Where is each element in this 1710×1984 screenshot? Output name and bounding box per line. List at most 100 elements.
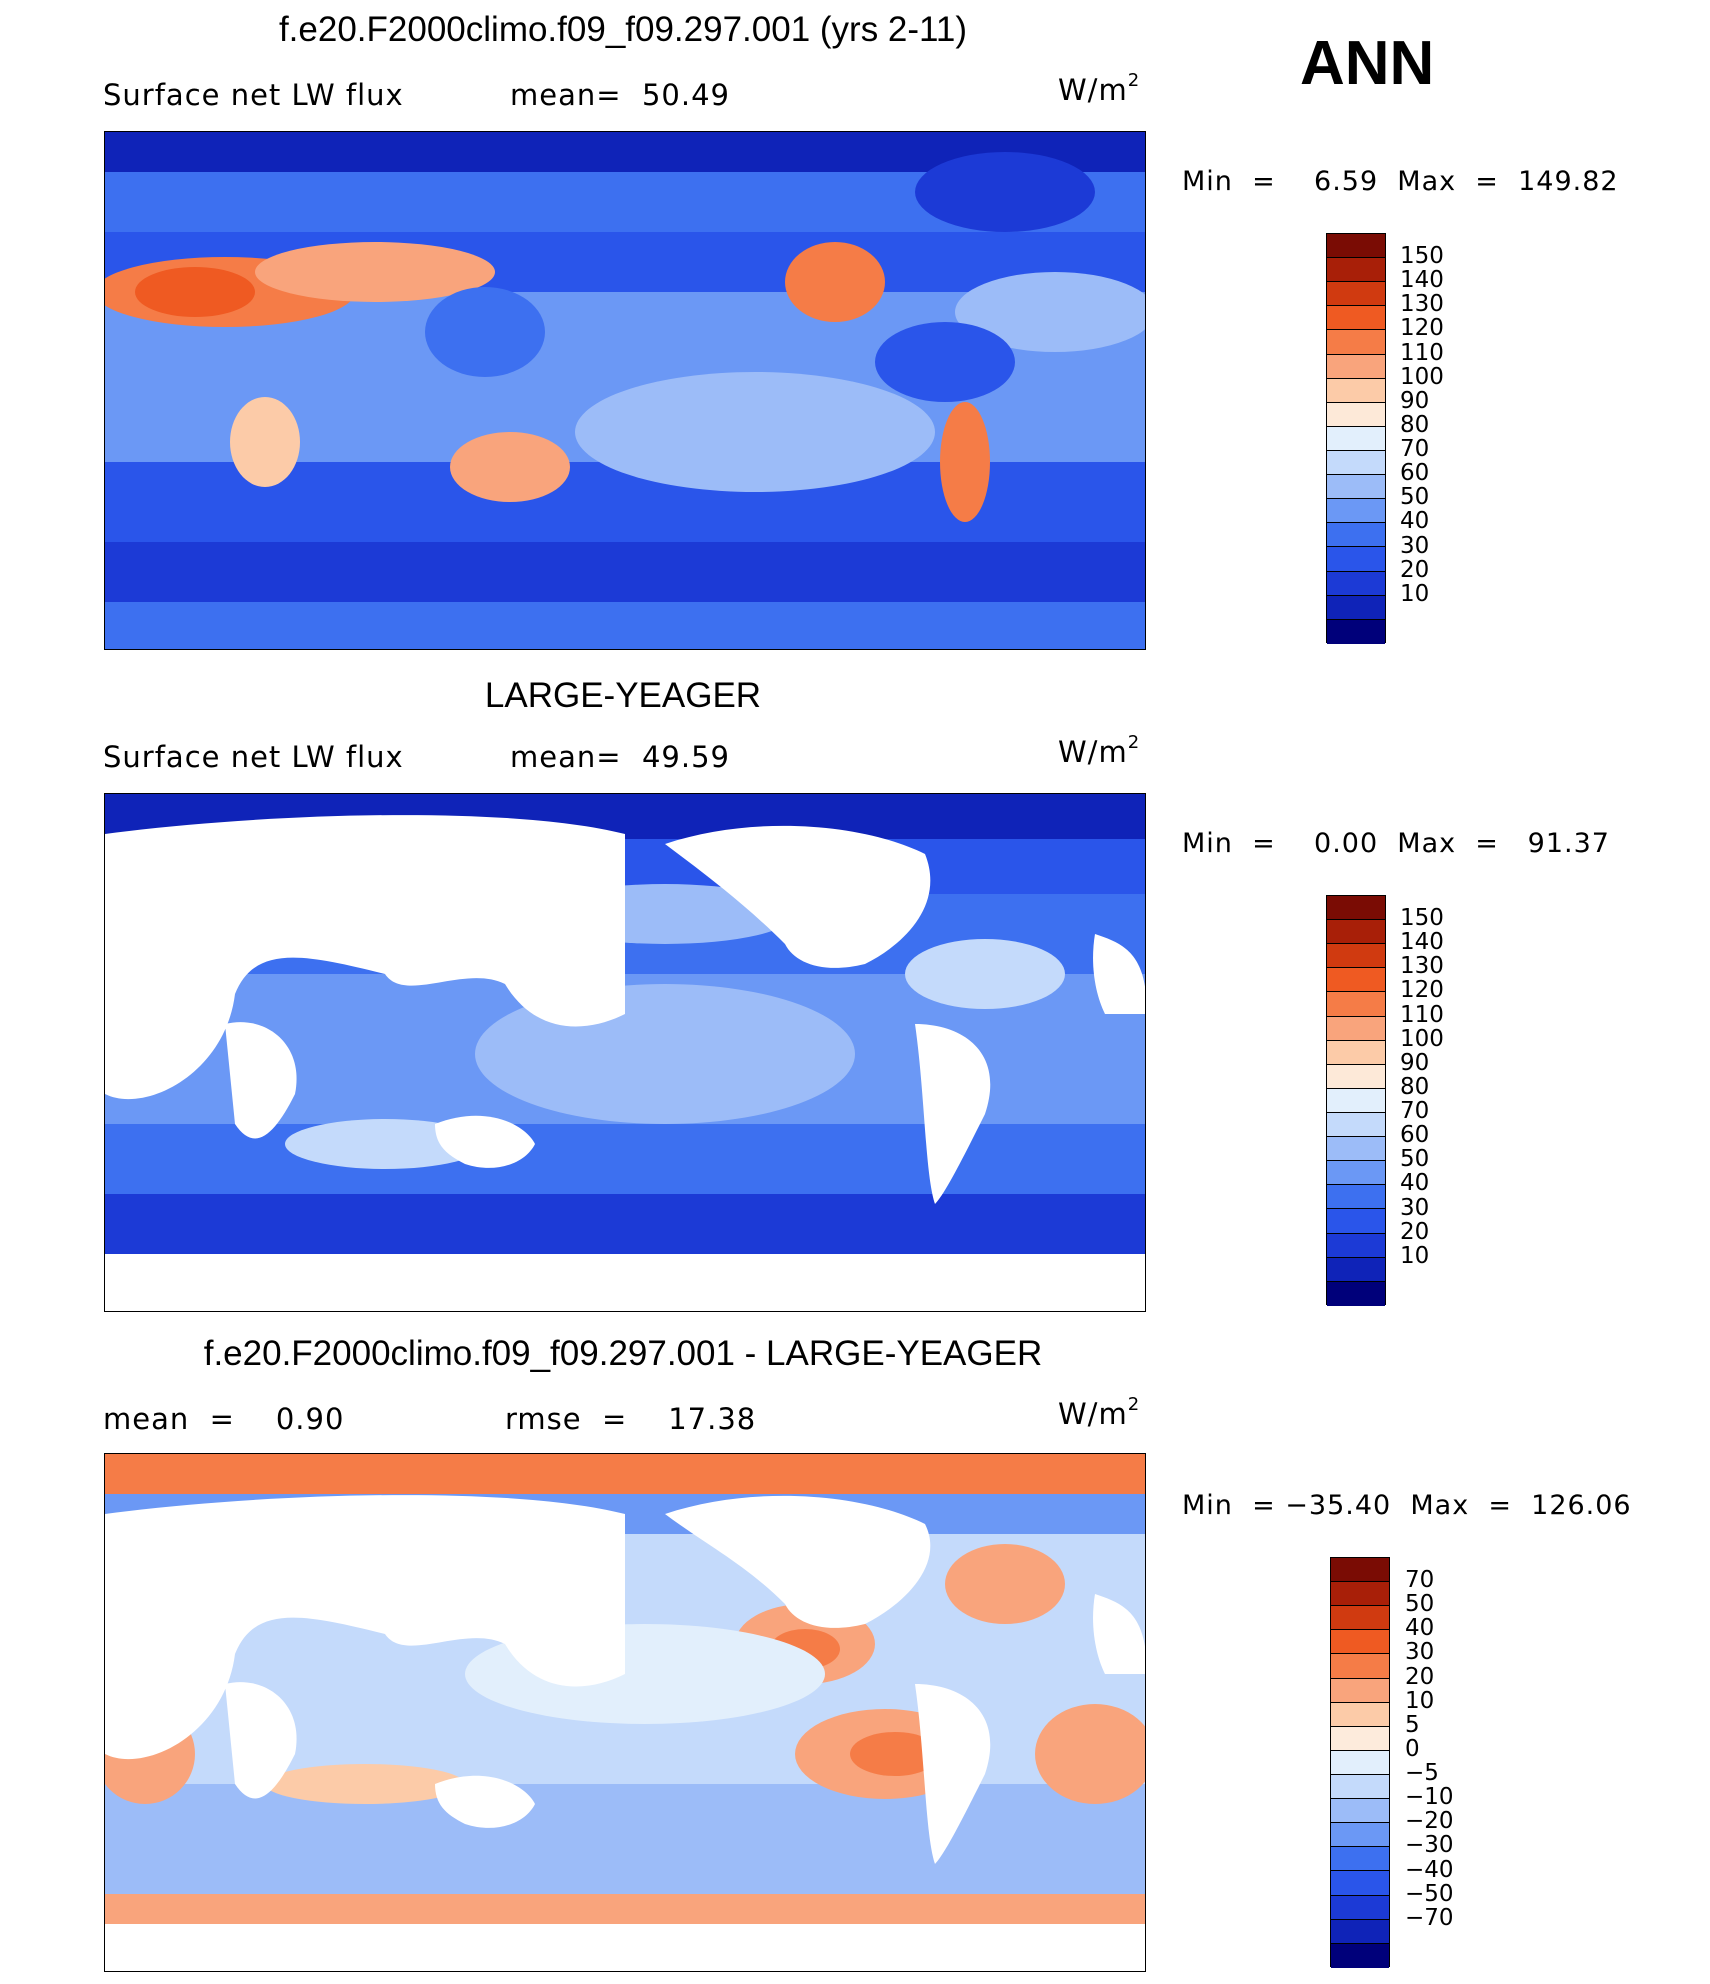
mean-value: mean= 49.59	[510, 740, 730, 774]
colorbar-swatch	[1327, 378, 1385, 403]
colorbar-swatch	[1327, 499, 1385, 524]
colorbar-label: 5	[1405, 1711, 1420, 1738]
colorbar-swatch	[1327, 306, 1385, 331]
colorbar-swatch	[1327, 1137, 1385, 1162]
colorbar-label: 50	[1405, 1591, 1435, 1618]
colorbar-swatch	[1331, 1943, 1389, 1968]
colorbar-swatch	[1327, 1257, 1385, 1282]
mean-value: mean= 50.49	[510, 78, 730, 112]
colorbar-label: 70	[1400, 436, 1430, 463]
colorbar-label: 20	[1400, 1218, 1430, 1245]
colorbar-swatch	[1327, 968, 1385, 993]
colorbar-swatch	[1327, 1233, 1385, 1258]
colorbar-swatch	[1327, 426, 1385, 451]
min-max-text: Min = 6.59 Max = 149.82	[1182, 166, 1619, 197]
colorbar-swatch	[1327, 523, 1385, 548]
colorbar-label: 40	[1400, 508, 1430, 535]
colorbar-swatch	[1331, 1558, 1389, 1583]
colorbar-label: −5	[1405, 1760, 1439, 1787]
colorbar-swatch	[1331, 1726, 1389, 1751]
colorbar-label: −30	[1405, 1832, 1454, 1859]
colorbar-label: 70	[1405, 1567, 1435, 1594]
colorbar-swatch	[1331, 1919, 1389, 1944]
colorbar-label: 100	[1400, 363, 1444, 390]
colorbar-label: −50	[1405, 1880, 1454, 1907]
colorbar-swatch	[1331, 1799, 1389, 1824]
colorbar-swatch	[1331, 1582, 1389, 1607]
colorbar-label: 10	[1400, 580, 1430, 607]
colorbar-label: 60	[1400, 1122, 1430, 1149]
colorbar-swatch	[1327, 547, 1385, 572]
colorbar-label: 90	[1400, 387, 1430, 414]
colorbar-label: 70	[1400, 1098, 1430, 1125]
colorbar-swatch	[1331, 1630, 1389, 1655]
map-obs-svg	[105, 794, 1145, 1311]
colorbar-swatch	[1327, 571, 1385, 596]
colorbar-label: 50	[1400, 1146, 1430, 1173]
colorbar-label: −70	[1405, 1904, 1454, 1931]
colorbar-label: 10	[1400, 1242, 1430, 1269]
colorbar-swatch	[1331, 1606, 1389, 1631]
colorbar-label: 130	[1400, 291, 1444, 318]
colorbar-swatch	[1327, 475, 1385, 500]
colorbar-swatch	[1327, 1040, 1385, 1065]
colorbar	[1326, 895, 1386, 1306]
colorbar-swatch	[1327, 354, 1385, 379]
colorbar-label: 50	[1400, 484, 1430, 511]
map-model	[104, 131, 1146, 650]
colorbar-swatch	[1331, 1654, 1389, 1679]
colorbar-swatch	[1327, 944, 1385, 969]
colorbar-label: 110	[1400, 1001, 1444, 1028]
colorbar-swatch	[1331, 1871, 1389, 1896]
colorbar-swatch	[1327, 282, 1385, 307]
colorbar-label: 130	[1400, 953, 1444, 980]
colorbar-swatch	[1327, 1064, 1385, 1089]
colorbar-swatch	[1327, 920, 1385, 945]
colorbar-label: 20	[1400, 556, 1430, 583]
colorbar-label: 150	[1400, 905, 1444, 932]
colorbar-swatch	[1327, 330, 1385, 355]
colorbar-swatch	[1331, 1774, 1389, 1800]
colorbar-label: 60	[1400, 460, 1430, 487]
colorbar-swatch	[1327, 234, 1385, 259]
colorbar-label: 40	[1400, 1170, 1430, 1197]
colorbar-swatch	[1327, 402, 1385, 427]
colorbar-swatch	[1327, 1281, 1385, 1306]
map-model-svg	[105, 132, 1145, 649]
colorbar-label: 80	[1400, 1073, 1430, 1100]
colorbar-label: 90	[1400, 1049, 1430, 1076]
colorbar-swatch	[1327, 1209, 1385, 1234]
colorbar-label: −40	[1405, 1856, 1454, 1883]
units-label: W/m2	[1058, 1394, 1141, 1431]
min-max-text: Min = −35.40 Max = 126.06	[1182, 1490, 1632, 1521]
map-diff	[104, 1453, 1146, 1972]
field-name: Surface net LW flux	[103, 740, 404, 774]
colorbar-swatch	[1331, 1750, 1389, 1775]
colorbar-label: 0	[1405, 1735, 1420, 1762]
colorbar	[1326, 233, 1386, 644]
panel-obs: LARGE-YEAGER Surface net LW flux mean= 4…	[0, 662, 1710, 1322]
colorbar-swatch	[1327, 1185, 1385, 1210]
colorbar-swatch	[1331, 1678, 1389, 1703]
panel-title: f.e20.F2000climo.f09_f09.297.001 (yrs 2-…	[278, 10, 968, 49]
panel-title: LARGE-YEAGER	[484, 676, 762, 715]
colorbar-swatch	[1327, 1016, 1385, 1041]
panel-model: f.e20.F2000climo.f09_f09.297.001 (yrs 2-…	[0, 0, 1710, 660]
colorbar-label: 100	[1400, 1025, 1444, 1052]
colorbar-swatch	[1331, 1895, 1389, 1920]
colorbar-label: 30	[1400, 532, 1430, 559]
colorbar-swatch	[1327, 1161, 1385, 1186]
panel-diff: f.e20.F2000climo.f09_f09.297.001 - LARGE…	[0, 1324, 1710, 1984]
colorbar-label: 110	[1400, 339, 1444, 366]
colorbar-swatch	[1327, 595, 1385, 620]
units-label: W/m2	[1058, 732, 1141, 769]
colorbar-swatch	[1327, 992, 1385, 1017]
colorbar-swatch	[1331, 1847, 1389, 1872]
colorbar-label: 20	[1405, 1663, 1435, 1690]
colorbar-label: 40	[1405, 1615, 1435, 1642]
colorbar-swatch	[1327, 619, 1385, 644]
colorbar-swatch	[1327, 450, 1385, 476]
colorbar-label: 30	[1405, 1639, 1435, 1666]
colorbar-swatch	[1327, 1112, 1385, 1138]
season-label: ANN	[1300, 29, 1435, 98]
